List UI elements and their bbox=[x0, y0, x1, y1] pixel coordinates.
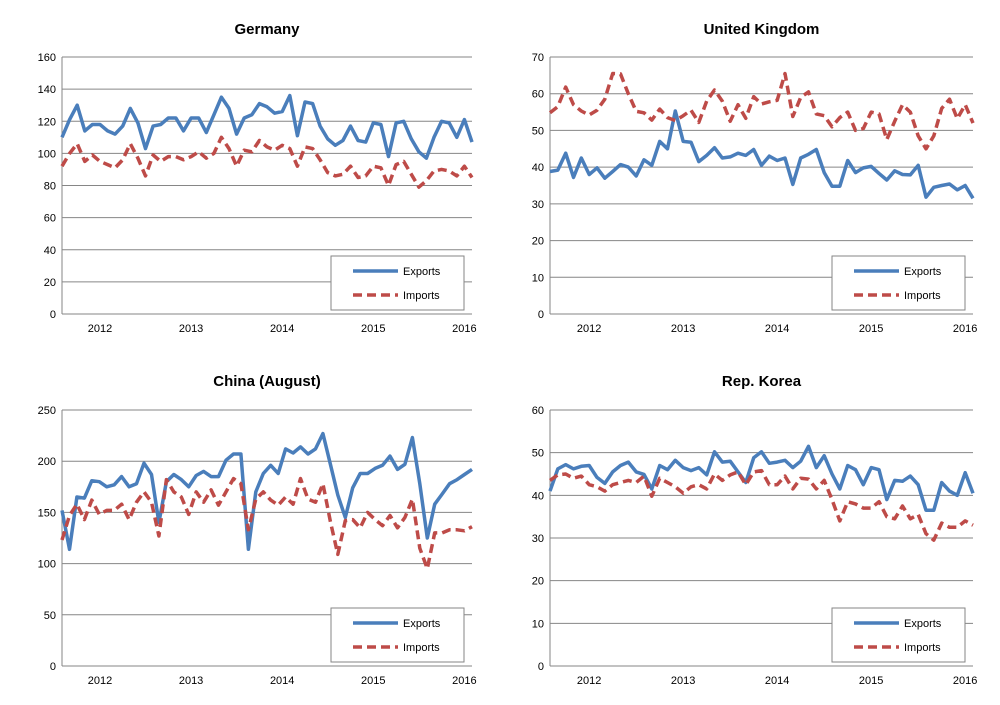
legend-label-imports: Imports bbox=[403, 290, 440, 302]
x-tick-label: 2014 bbox=[765, 323, 789, 335]
x-tick-label: 2014 bbox=[765, 675, 789, 687]
legend-box bbox=[330, 255, 465, 311]
y-tick-label: 0 bbox=[50, 309, 56, 321]
x-tick-label: 2016 bbox=[452, 323, 476, 335]
chart-panel-rep-korea: Rep. Korea 0 10 20 30 40 50 60 2012 2013 2014 2015 2… bbox=[532, 373, 978, 687]
y-tick-label: 80 bbox=[44, 181, 56, 193]
x-tick-label: 2015 bbox=[859, 675, 883, 687]
chart-title: China (August) bbox=[213, 373, 320, 390]
x-tick-label: 2014 bbox=[270, 675, 294, 687]
legend-label-imports: Imports bbox=[403, 642, 440, 654]
y-tick-label: 50 bbox=[532, 448, 544, 460]
y-tick-label: 10 bbox=[532, 272, 544, 284]
x-tick-label: 2015 bbox=[361, 323, 385, 335]
series-line-imports bbox=[548, 71, 975, 151]
x-tick-label: 2016 bbox=[953, 675, 977, 687]
chart-title: United Kingdom bbox=[704, 21, 820, 38]
y-tick-label: 60 bbox=[44, 213, 56, 225]
x-tick-label: 2014 bbox=[270, 323, 294, 335]
y-tick-label: 120 bbox=[38, 116, 56, 128]
series-line-exports bbox=[549, 109, 975, 200]
legend-box bbox=[330, 607, 465, 663]
chart-panel-united-kingdom: United Kingdom 0 10 20 30 40 50 60 70 2012 2013 201… bbox=[532, 21, 978, 335]
y-tick-label: 20 bbox=[532, 576, 544, 588]
y-tick-label: 100 bbox=[38, 148, 56, 160]
series-line-imports bbox=[60, 135, 474, 189]
chart-panel-germany: Germany 0 20 40 60 80 100 120 140 160 2012 2013 2014… bbox=[38, 21, 477, 335]
x-tick-label: 2016 bbox=[452, 675, 476, 687]
x-tick-label: 2013 bbox=[179, 323, 203, 335]
x-tick-label: 2016 bbox=[953, 323, 977, 335]
y-tick-label: 140 bbox=[38, 84, 56, 96]
legend-label-imports: Imports bbox=[904, 290, 941, 302]
legend-label-exports: Exports bbox=[403, 266, 441, 278]
x-tick-label: 2015 bbox=[361, 675, 385, 687]
y-tick-label: 30 bbox=[532, 199, 544, 211]
y-tick-label: 10 bbox=[532, 618, 544, 630]
y-tick-label: 250 bbox=[38, 405, 56, 417]
series-line-imports bbox=[548, 468, 974, 542]
legend-label-exports: Exports bbox=[904, 618, 942, 630]
y-tick-label: 0 bbox=[538, 661, 544, 673]
y-tick-label: 20 bbox=[44, 277, 56, 289]
y-tick-label: 50 bbox=[532, 125, 544, 137]
y-tick-label: 70 bbox=[532, 52, 544, 64]
legend-label-imports: Imports bbox=[904, 642, 941, 654]
y-tick-label: 0 bbox=[538, 309, 544, 321]
chart-title: Germany bbox=[234, 21, 300, 38]
x-tick-label: 2012 bbox=[88, 675, 112, 687]
y-tick-label: 100 bbox=[38, 559, 56, 571]
y-tick-label: 30 bbox=[532, 533, 544, 545]
y-tick-label: 40 bbox=[532, 490, 544, 502]
series-line-exports bbox=[548, 444, 975, 513]
x-tick-label: 2013 bbox=[671, 675, 695, 687]
legend-label-exports: Exports bbox=[904, 266, 942, 278]
y-tick-label: 150 bbox=[38, 507, 56, 519]
y-tick-label: 60 bbox=[532, 89, 544, 101]
y-tick-label: 0 bbox=[50, 661, 56, 673]
series-line-exports bbox=[60, 431, 473, 552]
legend: Exports Imports bbox=[330, 607, 465, 663]
legend-label-exports: Exports bbox=[403, 618, 441, 630]
x-tick-label: 2012 bbox=[577, 323, 601, 335]
x-tick-label: 2013 bbox=[179, 675, 203, 687]
series-line-exports bbox=[60, 93, 474, 160]
legend-box bbox=[831, 607, 966, 663]
x-tick-label: 2012 bbox=[88, 323, 112, 335]
y-tick-label: 40 bbox=[44, 245, 56, 257]
y-tick-label: 60 bbox=[532, 405, 544, 417]
y-tick-label: 160 bbox=[38, 52, 56, 64]
chart-title: Rep. Korea bbox=[722, 373, 802, 390]
y-tick-label: 50 bbox=[44, 610, 56, 622]
legend: Exports Imports bbox=[831, 255, 966, 311]
chart-panel-china: China (August) 0 50 100 150 200 250 2012 2013 201… bbox=[38, 373, 477, 687]
x-tick-label: 2013 bbox=[671, 323, 695, 335]
y-tick-label: 200 bbox=[38, 456, 56, 468]
y-tick-label: 20 bbox=[532, 236, 544, 248]
legend: Exports Imports bbox=[831, 607, 966, 663]
x-tick-label: 2015 bbox=[859, 323, 883, 335]
y-tick-label: 40 bbox=[532, 162, 544, 174]
x-tick-label: 2012 bbox=[577, 675, 601, 687]
series-line-imports bbox=[60, 476, 473, 571]
legend: Exports Imports bbox=[330, 255, 465, 311]
legend-box bbox=[831, 255, 966, 311]
